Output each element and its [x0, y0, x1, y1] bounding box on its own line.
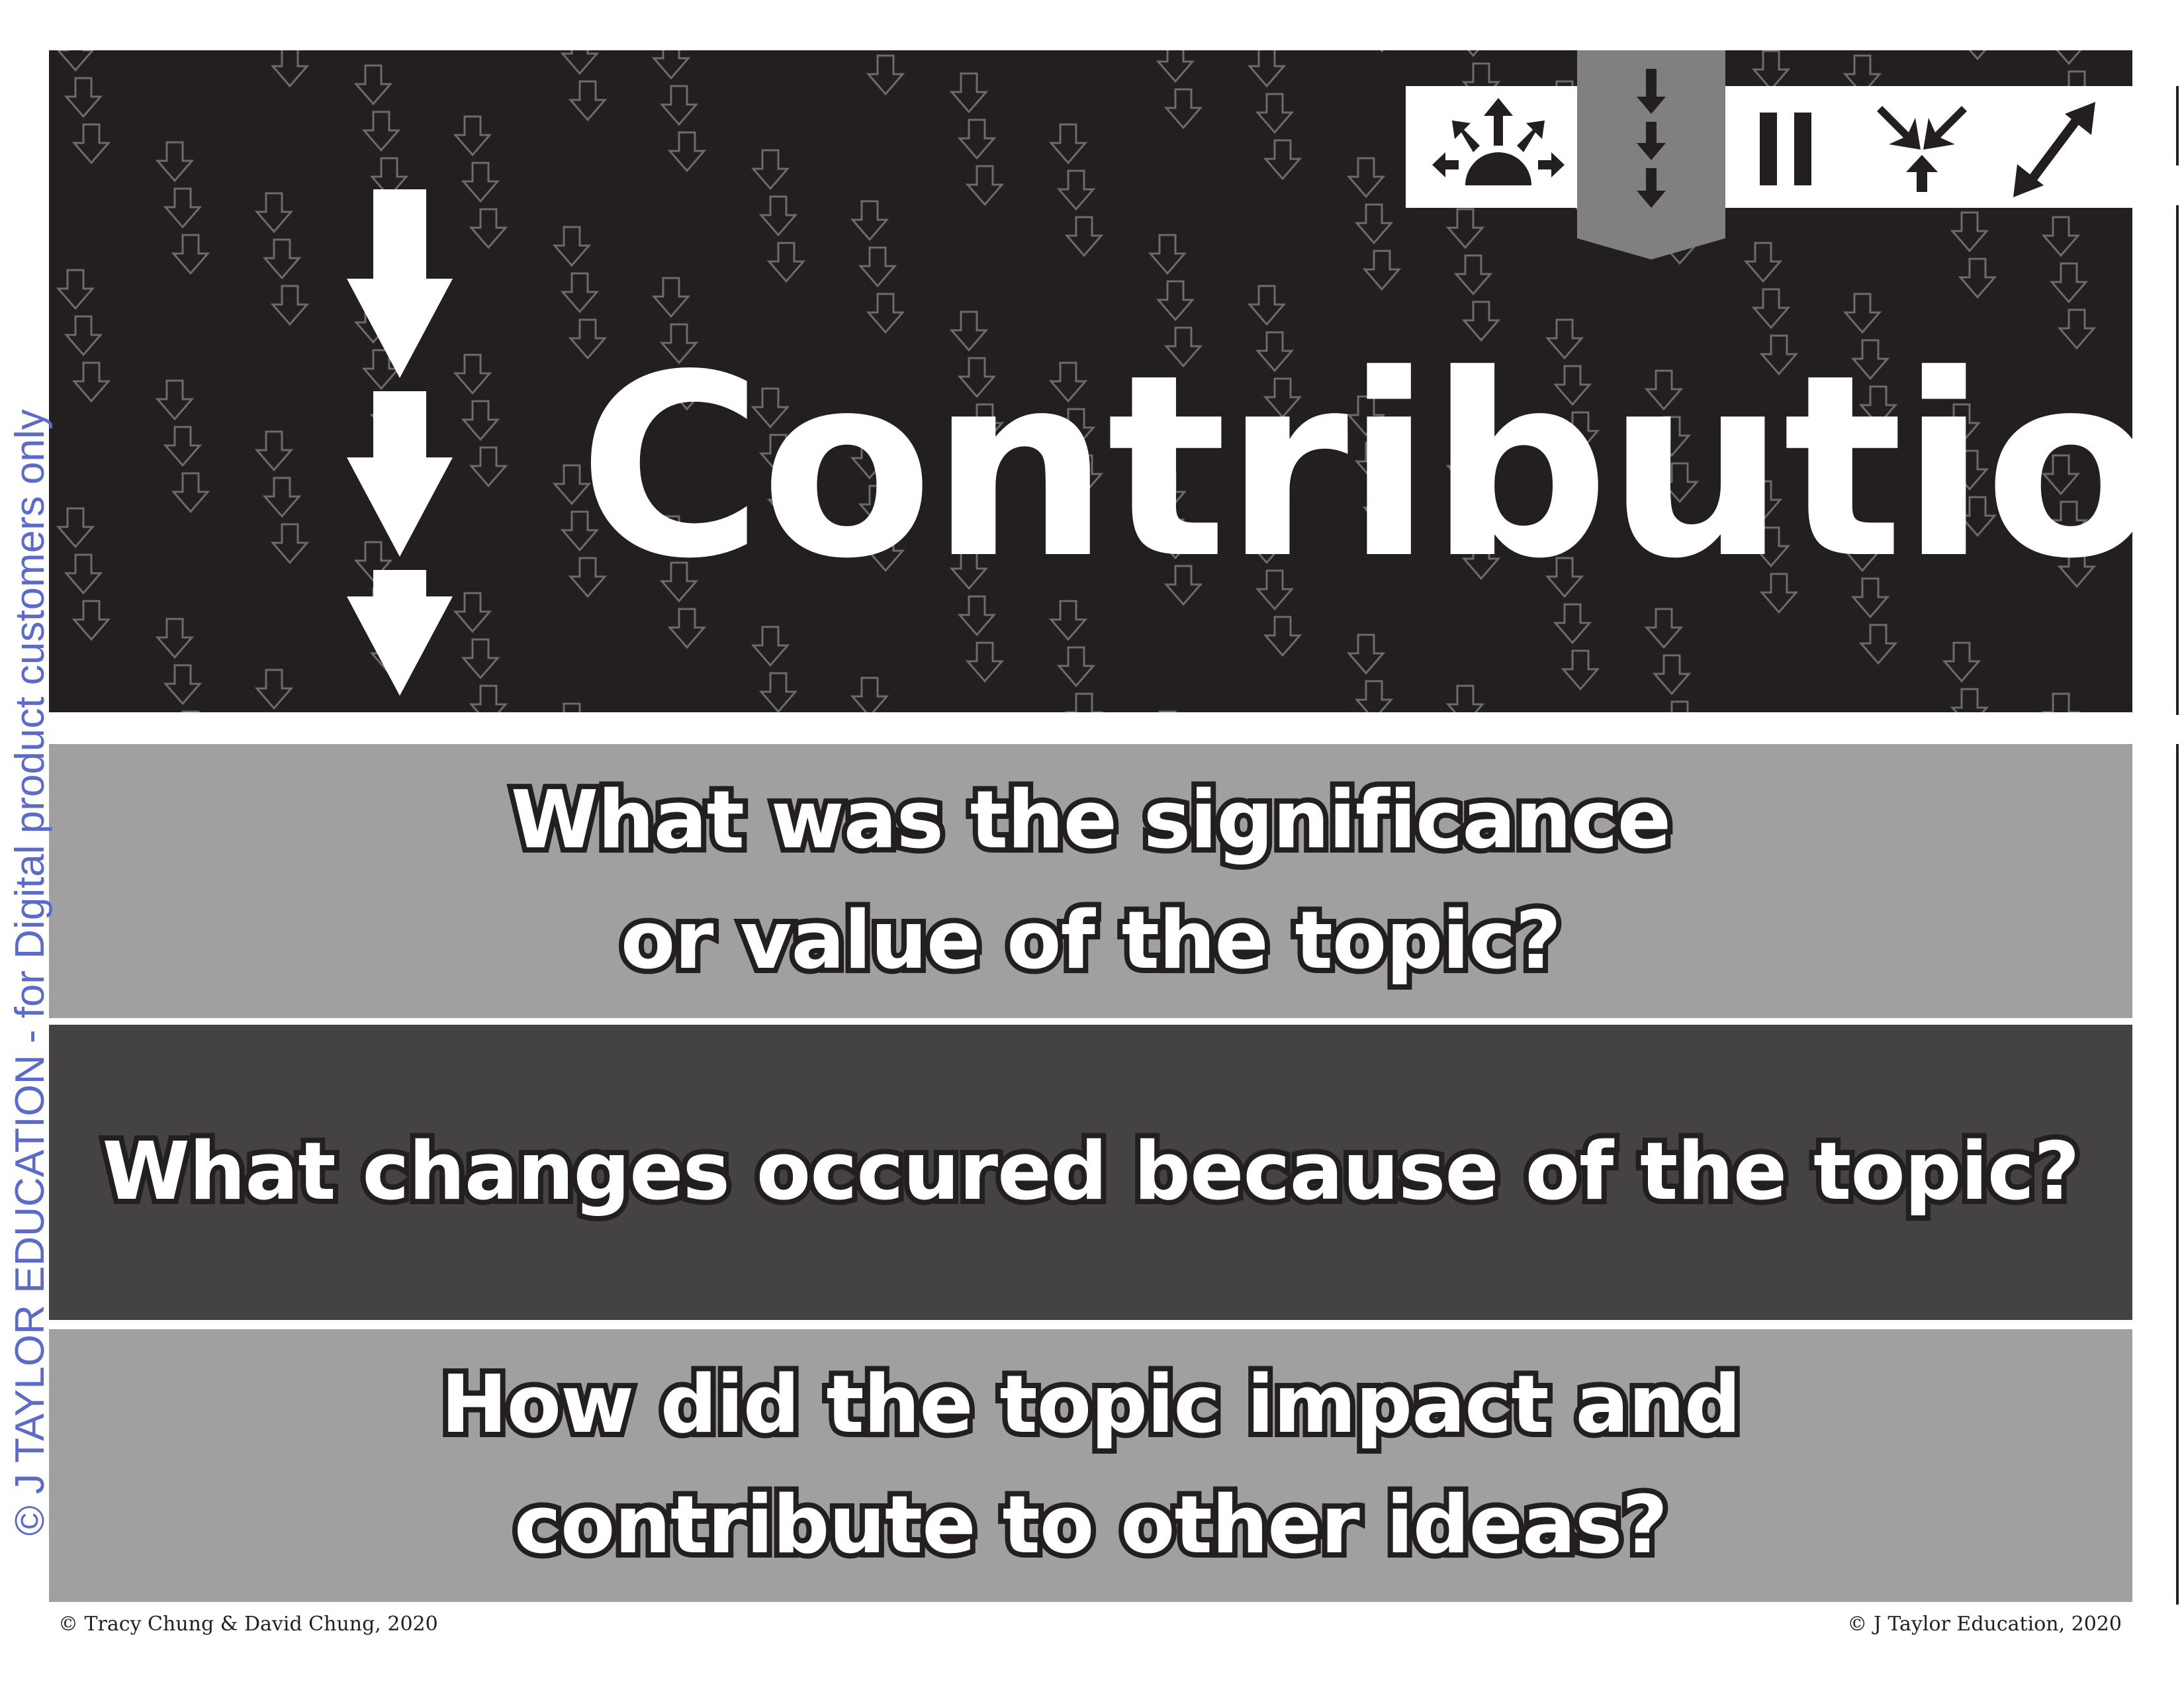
question-line: How did the topic impact and [435, 1354, 1747, 1456]
footer-copyright-publisher: © J Taylor Education, 2020 [1847, 1613, 2122, 1636]
big-idea-icon [1432, 98, 1565, 185]
parallel-icon [1760, 113, 1811, 185]
question-line: or value of the topic? [615, 890, 1567, 992]
thinking-icons-bar [1406, 86, 2132, 208]
question-row-changes: What changes occured because of the topi… [49, 1025, 2132, 1320]
question-row-impact: How did the topic impact and contribute … [49, 1329, 2132, 1602]
edge-mark [2176, 205, 2179, 715]
question-line: What was the significance [506, 769, 1676, 872]
watermark-text: © J TAYLOR EDUCATION - for Digital produ… [7, 409, 53, 1536]
question-row-significance: What was the significance or value of th… [49, 744, 2132, 1018]
edge-mark [2176, 744, 2179, 1605]
footer-copyright-authors: © Tracy Chung & David Chung, 2020 [58, 1613, 438, 1636]
convergence-icon [1877, 106, 1967, 192]
question-line: What changes occured because of the topi… [97, 1121, 2085, 1223]
page-title: Contribution [578, 320, 2132, 614]
question-line: contribute to other ideas? [509, 1474, 1673, 1577]
contribution-icon [1577, 50, 1725, 259]
relationship-icon [2013, 102, 2095, 197]
triple-down-arrow-icon [347, 189, 453, 696]
edge-mark [2176, 86, 2179, 165]
